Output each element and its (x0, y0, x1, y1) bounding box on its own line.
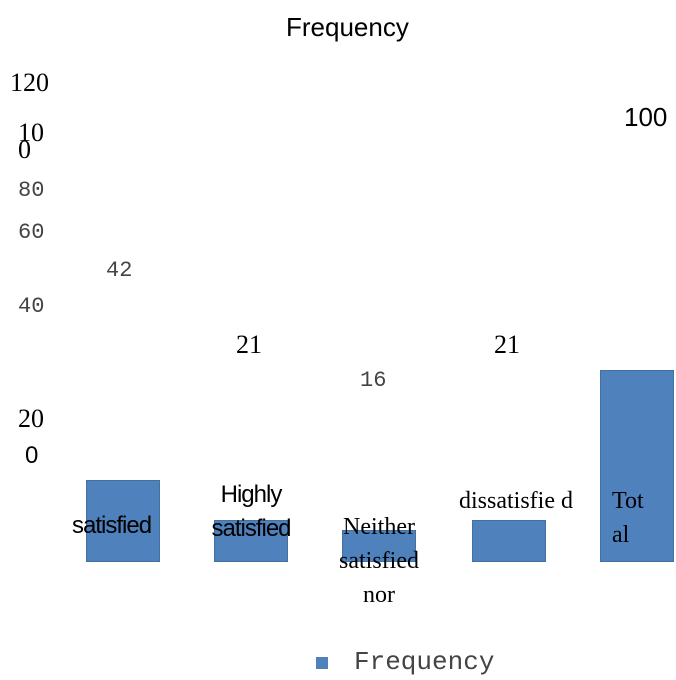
category-label: Highly satisfied (211, 481, 291, 542)
y-tick-label: 120 (10, 68, 49, 97)
category-label: dissatisfie d (459, 488, 573, 514)
data-label: 21 (236, 330, 262, 359)
category-label: satisfied (72, 512, 152, 539)
bar-neither-satisfied-nor (342, 530, 416, 562)
y-tick-text: 10 0 (18, 118, 44, 164)
chart-title: Frequency (286, 12, 409, 42)
data-label: 100 (624, 102, 668, 132)
y-tick-label: 60 (18, 220, 45, 245)
y-tick-label: 80 (18, 178, 45, 203)
category-label: Tot al (612, 488, 644, 548)
category-label: Neither satisfied nor (339, 514, 419, 608)
y-tick-label: 40 (18, 294, 45, 319)
data-label: 21 (494, 330, 520, 359)
y-tick-label: 10 0 (18, 120, 48, 163)
legend-swatch (316, 657, 328, 669)
data-label: 42 (106, 258, 133, 283)
bar-total (600, 370, 674, 562)
bar-highly-satisfied (214, 520, 288, 562)
y-tick-label: 20 (18, 404, 44, 433)
bar-dissatisfied (472, 520, 546, 562)
legend-label: Frequency (354, 647, 495, 677)
data-label: 16 (360, 368, 387, 393)
y-tick-label: 0 (25, 442, 39, 469)
bar-satisfied (86, 480, 160, 562)
